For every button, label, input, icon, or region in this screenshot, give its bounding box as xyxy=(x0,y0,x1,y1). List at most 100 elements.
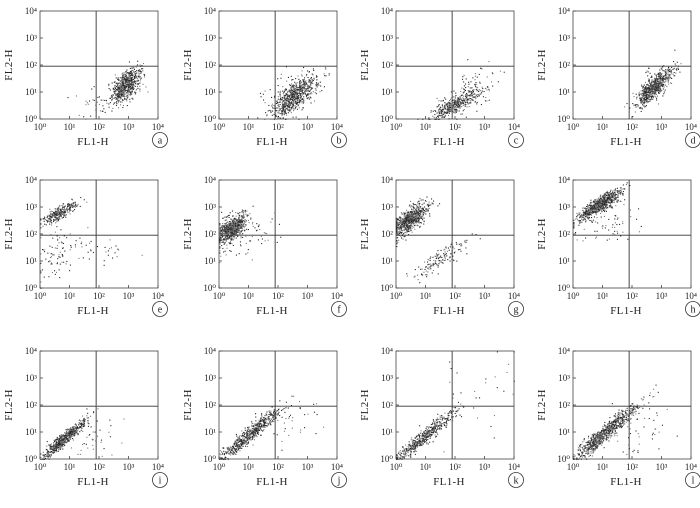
data-point xyxy=(442,259,444,261)
data-point xyxy=(428,263,430,265)
data-point xyxy=(292,105,294,107)
data-point xyxy=(416,214,418,216)
data-point xyxy=(450,99,452,101)
data-point xyxy=(400,225,402,227)
data-point xyxy=(398,217,400,219)
data-point xyxy=(54,219,56,221)
data-point xyxy=(414,209,416,211)
data-point xyxy=(644,102,646,104)
data-point xyxy=(307,86,309,88)
data-point xyxy=(323,73,325,75)
data-point xyxy=(455,107,457,109)
data-point xyxy=(578,224,580,226)
data-point xyxy=(319,81,321,83)
data-point xyxy=(402,212,404,214)
data-point xyxy=(128,86,130,88)
data-point xyxy=(236,221,238,223)
data-point xyxy=(234,224,236,226)
data-point xyxy=(305,95,307,97)
data-point xyxy=(446,103,448,105)
data-point xyxy=(125,76,127,78)
data-point xyxy=(419,197,421,199)
data-point xyxy=(444,104,446,106)
data-point xyxy=(404,213,406,215)
data-point xyxy=(436,255,438,257)
data-point xyxy=(120,104,122,106)
data-point xyxy=(409,225,411,227)
data-point xyxy=(286,103,288,105)
data-point xyxy=(283,98,285,100)
data-point xyxy=(406,213,408,215)
data-point xyxy=(230,239,232,241)
data-point xyxy=(259,229,261,231)
data-point xyxy=(45,219,47,221)
data-point xyxy=(245,221,247,223)
data-point xyxy=(443,255,445,257)
data-point xyxy=(268,104,270,106)
data-point xyxy=(129,78,131,80)
y-tick-label: 10¹ xyxy=(204,87,216,97)
data-point xyxy=(462,78,464,80)
data-point xyxy=(411,205,413,207)
data-point xyxy=(227,227,229,229)
data-point xyxy=(225,237,227,239)
data-point xyxy=(309,79,311,81)
data-point xyxy=(407,230,409,232)
data-point xyxy=(131,79,133,81)
data-point xyxy=(293,98,295,100)
data-point xyxy=(648,86,650,88)
data-point xyxy=(40,223,42,225)
data-point xyxy=(245,253,247,255)
data-point xyxy=(139,64,141,66)
data-point xyxy=(460,103,462,105)
data-point xyxy=(75,204,77,206)
data-point xyxy=(296,102,298,104)
data-point xyxy=(465,116,467,118)
data-point xyxy=(237,227,239,229)
data-point xyxy=(69,264,71,266)
data-point xyxy=(418,208,420,210)
y-tick-label: 10⁰ xyxy=(24,114,37,124)
data-point xyxy=(303,79,305,81)
data-point xyxy=(287,109,289,111)
data-point xyxy=(300,81,302,83)
data-point xyxy=(411,231,413,233)
data-point xyxy=(254,227,256,229)
data-point xyxy=(406,227,408,229)
data-point xyxy=(411,225,413,227)
data-point xyxy=(247,252,249,254)
data-point xyxy=(82,257,84,259)
data-point xyxy=(120,80,122,82)
data-point xyxy=(233,221,235,223)
data-point xyxy=(43,218,45,220)
data-point xyxy=(267,239,269,241)
data-point xyxy=(430,265,432,267)
data-point xyxy=(412,209,414,211)
data-point xyxy=(429,213,431,215)
data-point xyxy=(285,66,287,68)
data-point xyxy=(459,104,461,106)
data-point xyxy=(241,215,243,217)
data-point xyxy=(298,104,300,106)
data-point xyxy=(231,228,233,230)
data-point xyxy=(645,96,647,98)
data-point xyxy=(418,206,420,208)
data-point xyxy=(285,89,287,91)
data-point xyxy=(135,80,137,82)
data-point xyxy=(285,118,287,120)
data-point xyxy=(453,248,455,250)
data-point xyxy=(452,110,454,112)
data-point xyxy=(241,219,243,221)
data-point xyxy=(408,215,410,217)
data-point xyxy=(118,100,120,102)
data-point xyxy=(292,107,294,109)
data-point xyxy=(460,95,462,97)
data-point xyxy=(403,214,405,216)
data-point xyxy=(472,96,474,98)
data-point xyxy=(72,202,74,204)
data-point xyxy=(114,252,116,254)
data-point xyxy=(409,226,411,228)
data-point xyxy=(448,112,450,114)
data-point xyxy=(59,218,61,220)
x-tick-label: 10² xyxy=(272,291,284,301)
